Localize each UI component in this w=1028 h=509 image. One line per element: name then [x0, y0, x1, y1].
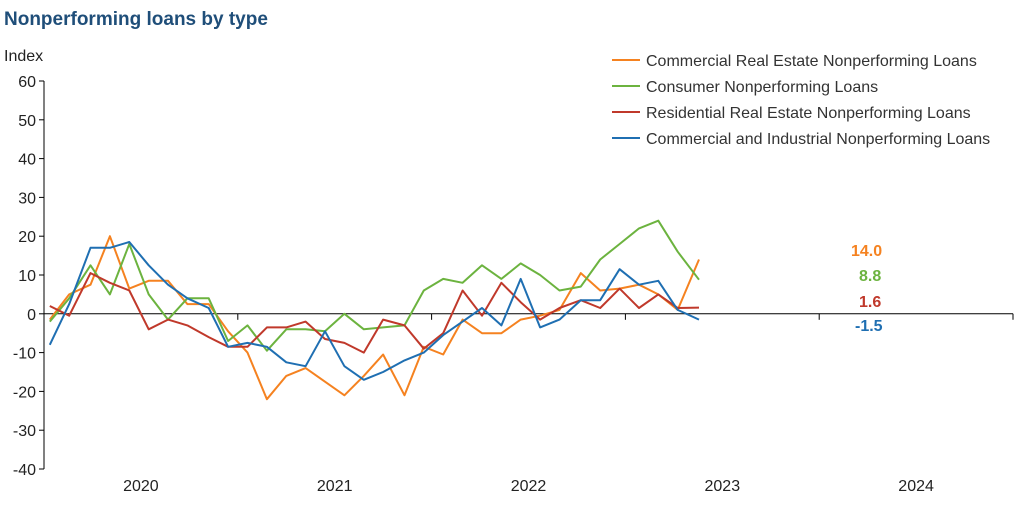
- end-value-label-1: 14.0: [851, 243, 882, 260]
- y-tick-label: 0: [27, 307, 36, 324]
- legend-label-2: Consumer Nonperforming Loans: [646, 79, 878, 96]
- legend-label-3: Residential Real Estate Nonperforming Lo…: [646, 105, 971, 122]
- end-value-label-4: -1.5: [855, 318, 883, 335]
- end-value-label-2: 8.8: [859, 268, 881, 285]
- series-line-3: [49, 272, 700, 354]
- end-labels: 14.0 8.8 1.6 -1.5: [851, 243, 883, 335]
- x-tick-label: 2022: [511, 478, 547, 495]
- y-tick-label: 40: [18, 152, 36, 169]
- y-tick-label: 30: [18, 190, 36, 207]
- y-tick-label: 10: [18, 268, 36, 285]
- x-tick-label: 2023: [705, 478, 741, 495]
- end-value-label-3: 1.6: [859, 294, 881, 311]
- x-tick-label: 2021: [317, 478, 353, 495]
- series-line-4: [48, 241, 700, 381]
- y-axis-label: Index: [4, 48, 43, 65]
- series-lines: [48, 219, 700, 401]
- y-tick-label: 50: [18, 113, 36, 130]
- chart-title: Nonperforming loans by type: [4, 9, 268, 30]
- x-axis: 2020 2021 2022 2023 2024: [43, 313, 1014, 495]
- series-line-2: [49, 219, 700, 352]
- y-tick-label: -40: [13, 462, 36, 479]
- y-axis: -40 -30 -20 -10 0 10 20 30 40 50 60: [13, 74, 45, 479]
- legend: Commercial Real Estate Nonperforming Loa…: [612, 53, 990, 148]
- y-tick-label: -10: [13, 346, 36, 363]
- y-tick-label: 60: [18, 74, 36, 91]
- x-tick-label: 2020: [123, 478, 159, 495]
- legend-label-4: Commercial and Industrial Nonperforming …: [646, 131, 990, 148]
- y-tick-label: -30: [13, 423, 36, 440]
- series-line-1: [49, 235, 700, 401]
- x-tick-label: 2024: [898, 478, 934, 495]
- y-tick-label: -20: [13, 384, 36, 401]
- legend-label-1: Commercial Real Estate Nonperforming Loa…: [646, 53, 977, 70]
- y-tick-label: 20: [18, 229, 36, 246]
